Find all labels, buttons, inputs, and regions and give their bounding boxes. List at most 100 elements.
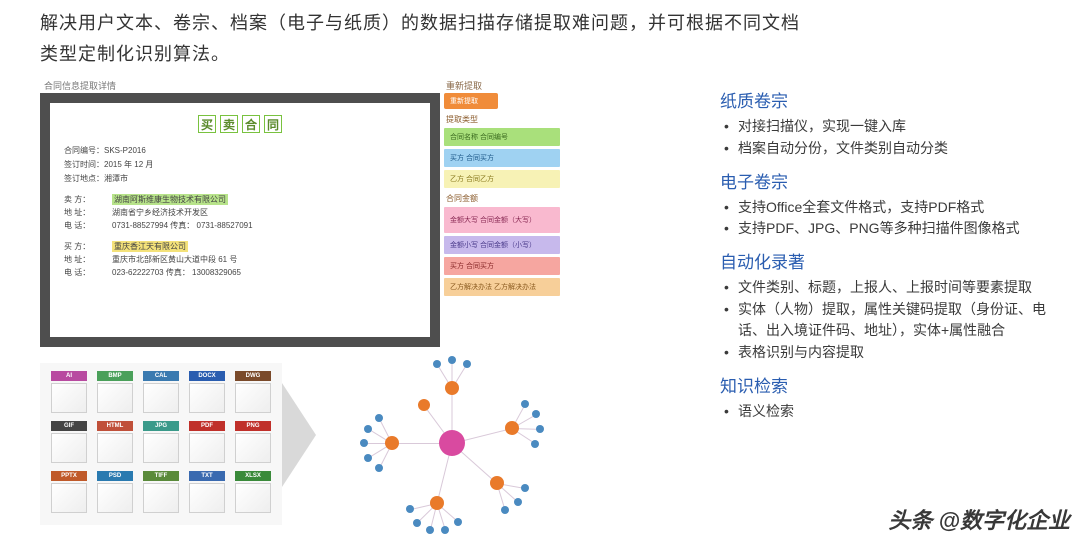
graph-satellite-node <box>531 440 539 448</box>
side-panel-heading: 提取类型 <box>444 112 560 125</box>
doc-line: 电 话：0731-88527994 传真： 0731-88527091 <box>64 220 416 231</box>
extraction-side-panel: 重新提取提取类型合同名称 合同编号买方 合同买方乙方 合同乙方合同金额金额大写 … <box>444 93 560 296</box>
extract-type-row[interactable]: 金额小写 合同金额（小写） <box>444 236 560 254</box>
file-thumb <box>189 383 225 413</box>
watermark: 头条 @数字化企业 <box>888 503 1070 535</box>
section-title: 知识检索 <box>720 372 1070 397</box>
extract-type-row[interactable]: 买方 合同买方 <box>444 149 560 167</box>
doc-line: 买 方：重庆香江天有限公司 <box>64 241 416 252</box>
file-ext-label: HTML <box>97 421 133 431</box>
section-item: 支持PDF、JPG、PNG等多种扫描件图像格式 <box>738 218 1070 240</box>
file-thumb <box>143 433 179 463</box>
graph-primary-node <box>385 436 399 450</box>
doc-line: 地 址：湖南省宁乡经济技术开发区 <box>64 207 416 218</box>
section-list: 支持Office全套文件格式，支持PDF格式支持PDF、JPG、PNG等多种扫描… <box>720 197 1070 240</box>
graph-satellite-node <box>454 518 462 526</box>
extract-type-row[interactable]: 合同名称 合同编号 <box>444 128 560 146</box>
section-item: 表格识别与内容提取 <box>738 342 1070 364</box>
reextract-button[interactable]: 重新提取 <box>444 93 498 109</box>
file-type-cal: CAL <box>140 371 182 417</box>
doc-meta-line: 签订地点：湘潭市 <box>64 173 416 184</box>
graph-primary-node <box>505 421 519 435</box>
file-type-dwg: DWG <box>232 371 274 417</box>
document-heading: 买卖合同 <box>64 115 416 133</box>
graph-satellite-node <box>536 425 544 433</box>
section-item: 语义检索 <box>738 401 1070 423</box>
party-a: 卖 方：湖南阿斯维康生物技术有限公司地 址：湖南省宁乡经济技术开发区电 话：07… <box>64 194 416 231</box>
file-ext-label: AI <box>51 371 87 381</box>
file-ext-label: PNG <box>235 421 271 431</box>
graph-satellite-node <box>448 356 456 364</box>
extract-type-row[interactable]: 乙方解决办法 乙方解决办法 <box>444 278 560 296</box>
file-ext-label: XLSX <box>235 471 271 481</box>
graph-satellite-node <box>375 414 383 422</box>
file-thumb <box>189 483 225 513</box>
graph-satellite-node <box>521 400 529 408</box>
graph-satellite-node <box>406 505 414 513</box>
file-type-docx: DOCX <box>186 371 228 417</box>
file-type-tiff: TIFF <box>140 471 182 517</box>
screenshot-title: 合同信息提取详情 <box>44 79 116 92</box>
doc-meta-line: 合同编号：SKS-P2016 <box>64 145 416 156</box>
file-ext-label: JPG <box>143 421 179 431</box>
feature-section: 知识检索语义检索 <box>720 372 1070 423</box>
feature-section: 电子卷宗支持Office全套文件格式，支持PDF格式支持PDF、JPG、PNG等… <box>720 168 1070 240</box>
section-list: 语义检索 <box>720 401 1070 423</box>
file-ext-label: DWG <box>235 371 271 381</box>
graph-satellite-node <box>364 454 372 462</box>
feature-sections: 纸质卷宗对接扫描仪，实现一键入库档案自动分份，文件类别自动分类电子卷宗支持Off… <box>720 83 1070 533</box>
graph-center-node <box>439 430 465 456</box>
section-list: 文件类别、标题，上报人、上报时间等要素提取实体（人物）提取，属性关键码提取（身份… <box>720 277 1070 364</box>
intro-text: 解决用户文本、卷宗、档案（电子与纸质）的数据扫描存储提取难问题，并可根据不同文档… <box>0 0 1080 69</box>
graph-satellite-node <box>413 519 421 527</box>
extract-type-row[interactable]: 合同金额 <box>444 191 560 204</box>
extract-type-row[interactable]: 金额大写 合同金额（大写） <box>444 207 560 233</box>
knowledge-graph <box>292 363 622 533</box>
file-ext-label: TIFF <box>143 471 179 481</box>
file-ext-label: PSD <box>97 471 133 481</box>
file-ext-label: PDF <box>189 421 225 431</box>
document-panel: 买卖合同 合同编号：SKS-P2016签订时间：2015 年 12 月签订地点：… <box>40 93 440 347</box>
file-type-grid: AIBMPCALDOCXDWGGIFHTMLJPGPDFPNGPPTXPSDTI… <box>40 363 282 525</box>
section-item: 文件类别、标题，上报人、上报时间等要素提取 <box>738 277 1070 299</box>
graph-satellite-node <box>441 526 449 534</box>
graph-satellite-node <box>532 410 540 418</box>
file-thumb <box>143 483 179 513</box>
graph-satellite-node <box>375 464 383 472</box>
intro-line-2: 类型定制化识别算法。 <box>40 39 1040 70</box>
extract-type-row[interactable]: 买方 合同买方 <box>444 257 560 275</box>
file-ext-label: DOCX <box>189 371 225 381</box>
feature-section: 自动化录著文件类别、标题，上报人、上报时间等要素提取实体（人物）提取，属性关键码… <box>720 248 1070 364</box>
section-item: 实体（人物）提取，属性关键码提取（身份证、电话、出入境证件码、地址），实体+属性… <box>738 299 1070 342</box>
file-thumb <box>143 383 179 413</box>
file-thumb <box>51 433 87 463</box>
graph-satellite-node <box>426 526 434 534</box>
doc-heading-char: 买 <box>198 115 216 133</box>
doc-line: 电 话：023-62222703 传真： 13008329065 <box>64 267 416 278</box>
graph-primary-node <box>445 381 459 395</box>
file-thumb <box>97 433 133 463</box>
extract-type-row[interactable]: 乙方 合同乙方 <box>444 170 560 188</box>
file-ext-label: PPTX <box>51 471 87 481</box>
section-title: 自动化录著 <box>720 248 1070 273</box>
document-meta: 合同编号：SKS-P2016签订时间：2015 年 12 月签订地点：湘潭市 <box>64 145 416 184</box>
doc-line: 卖 方：湖南阿斯维康生物技术有限公司 <box>64 194 416 205</box>
file-type-gif: GIF <box>48 421 90 467</box>
graph-satellite-node <box>521 484 529 492</box>
file-thumb <box>97 383 133 413</box>
file-type-xlsx: XLSX <box>232 471 274 517</box>
file-thumb <box>235 433 271 463</box>
file-thumb <box>97 483 133 513</box>
section-item: 支持Office全套文件格式，支持PDF格式 <box>738 197 1070 219</box>
graph-satellite-node <box>514 498 522 506</box>
file-thumb <box>189 433 225 463</box>
section-title: 电子卷宗 <box>720 168 1070 193</box>
doc-heading-char: 同 <box>264 115 282 133</box>
document-paper: 买卖合同 合同编号：SKS-P2016签订时间：2015 年 12 月签订地点：… <box>50 103 430 337</box>
graph-satellite-node <box>501 506 509 514</box>
file-thumb <box>235 483 271 513</box>
file-type-html: HTML <box>94 421 136 467</box>
section-item: 对接扫描仪，实现一键入库 <box>738 116 1070 138</box>
graph-satellite-node <box>463 360 471 368</box>
screenshot-side-title: 重新提取 <box>446 79 482 92</box>
